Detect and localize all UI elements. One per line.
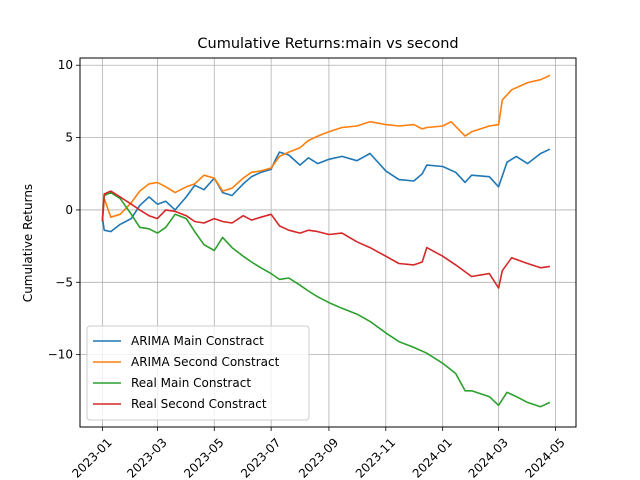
- legend-label: Real Main Constract: [131, 376, 251, 390]
- y-tick-label: 5: [65, 131, 73, 145]
- y-tick-label: −10: [48, 348, 73, 362]
- y-tick-label: −5: [55, 275, 73, 289]
- y-tick-label: 0: [65, 203, 73, 217]
- legend-label: ARIMA Second Constract: [131, 355, 280, 369]
- y-tick-label: 10: [58, 58, 73, 72]
- chart-title: Cumulative Returns:main vs second: [197, 36, 458, 52]
- legend-box: [86, 325, 310, 421]
- legend-label: Real Second Constract: [131, 397, 267, 411]
- series-line-1: [101, 148, 551, 233]
- series-line-3: [101, 191, 551, 408]
- legend: ARIMA Main Constract ARIMA Second Constra…: [86, 325, 310, 421]
- series-line-4: [101, 190, 551, 289]
- series-line-2: [101, 74, 551, 222]
- y-axis-label: Cumulative Returns: [21, 184, 35, 302]
- legend-label: ARIMA Main Constract: [131, 334, 264, 348]
- series-lines: [101, 74, 551, 408]
- plot-area-frame: [79, 57, 577, 428]
